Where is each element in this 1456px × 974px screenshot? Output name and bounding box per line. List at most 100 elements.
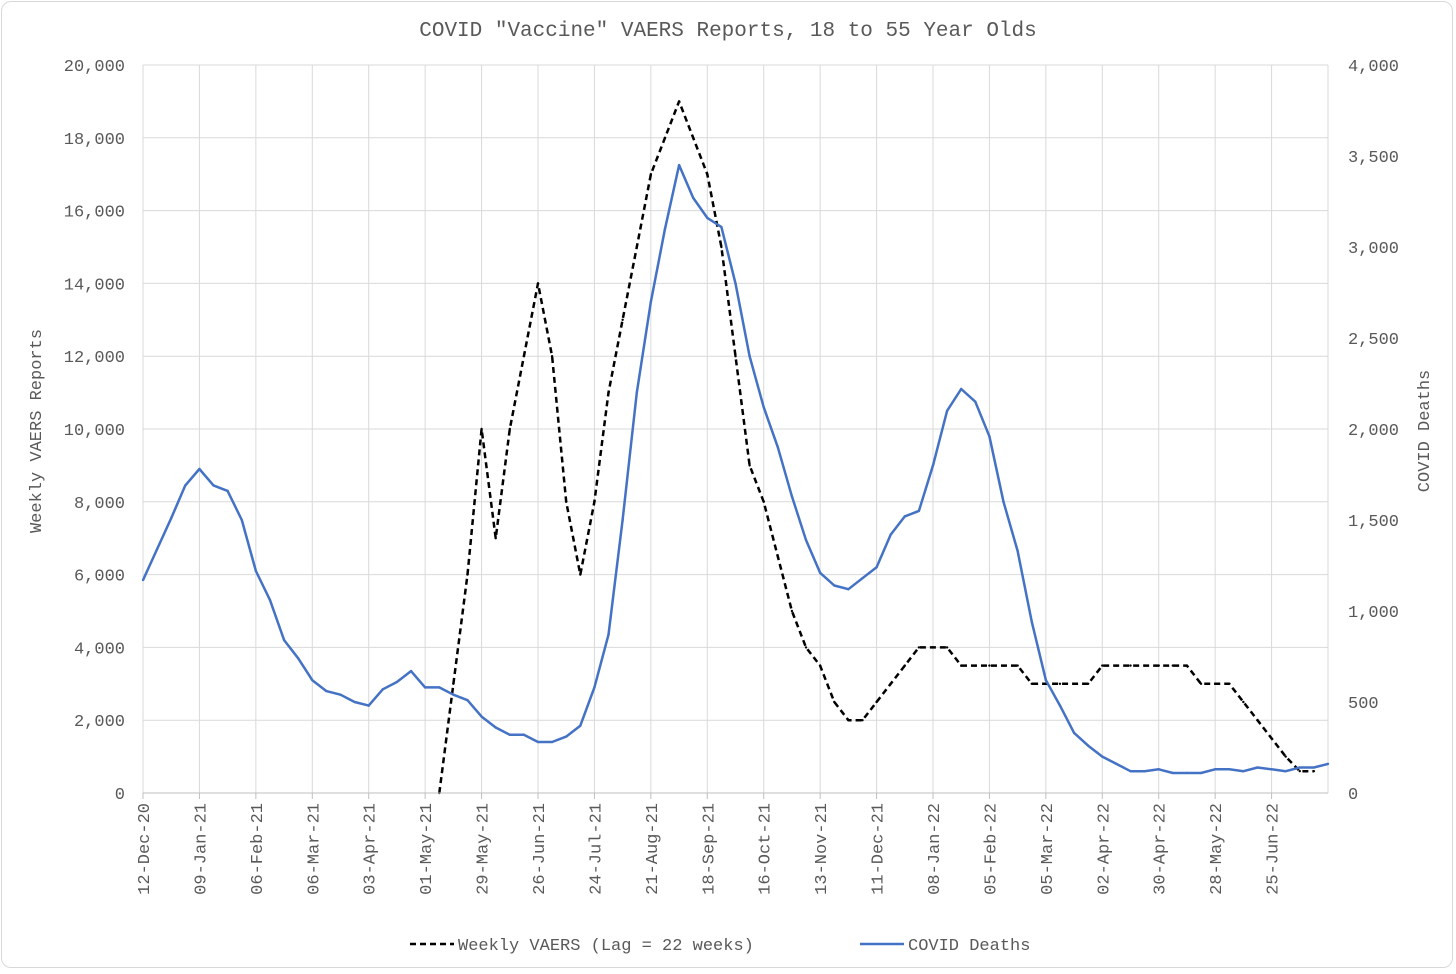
covid-deaths-point [198, 467, 201, 471]
x-tick-label: 16-Oct-21 [757, 803, 776, 895]
x-tick-label: 02-Apr-22 [1095, 803, 1114, 895]
weekly-vaers-point [508, 427, 511, 431]
weekly-vaers-point [1016, 664, 1019, 667]
covid-deaths-point [1326, 762, 1330, 766]
covid-deaths-point [1143, 769, 1146, 773]
weekly-vaers-point [988, 664, 991, 667]
x-tick-label: 24-Jul-21 [587, 803, 606, 895]
covid-deaths-point [268, 598, 272, 602]
weekly-vaers-point [452, 682, 455, 685]
left-tick-label: 14,000 [64, 276, 125, 295]
weekly-vaers-point [1157, 664, 1160, 667]
left-tick-label: 20,000 [64, 58, 125, 77]
covid-deaths-point [1072, 731, 1076, 735]
weekly-vaers-point [1256, 719, 1259, 722]
weekly-vaers-point [917, 646, 921, 649]
x-tick-label: 11-Dec-21 [870, 803, 889, 895]
covid-deaths-point [706, 216, 709, 220]
covid-deaths-point [635, 391, 638, 394]
covid-deaths-point [818, 571, 822, 574]
covid-deaths-point [1256, 766, 1259, 769]
covid-deaths-point [1044, 678, 1048, 682]
x-tick-label: 28-May-22 [1208, 803, 1227, 895]
covid-deaths-point [536, 740, 540, 744]
covid-deaths-point [141, 578, 145, 582]
x-tick-label: 21-Aug-21 [644, 803, 663, 895]
left-tick-label: 16,000 [64, 204, 125, 223]
covid-deaths-point [1312, 766, 1316, 769]
x-tick-label: 09-Jan-21 [192, 803, 211, 895]
weekly-vaers-point [1298, 769, 1301, 773]
right-tick-label: 2,000 [1348, 422, 1399, 441]
x-tick-label: 06-Feb-21 [249, 803, 268, 895]
covid-deaths-point [1171, 771, 1175, 775]
weekly-vaers-point [974, 664, 977, 667]
covid-deaths-point [296, 657, 300, 660]
chart-title: COVID "Vaccine" VAERS Reports, 18 to 55 … [419, 20, 1037, 43]
legend: Weekly VAERS (Lag = 22 weeks) COVID Death… [410, 937, 1030, 956]
x-tick-label: 08-Jan-22 [926, 803, 945, 895]
weekly-vaers-point [931, 646, 935, 649]
weekly-vaers-point [945, 646, 949, 649]
right-tick-label: 3,000 [1348, 240, 1399, 259]
covid-deaths-point [720, 225, 723, 229]
covid-deaths-point [367, 704, 370, 707]
weekly-vaers-line [438, 100, 1314, 794]
weekly-vaers-point [833, 700, 836, 704]
x-tick-label: 06-Mar-21 [305, 803, 324, 895]
legend-label-1: COVID Deaths [908, 937, 1030, 956]
covid-deaths-point [663, 227, 667, 230]
x-tick-label: 13-Nov-21 [813, 803, 832, 895]
gridlines [142, 64, 1329, 794]
covid-deaths-point [1030, 620, 1033, 624]
covid-deaths-point [734, 282, 737, 285]
covid-deaths-point [988, 435, 991, 438]
x-tick-label: 12-Dec-20 [136, 803, 155, 895]
covid-deaths-point [508, 733, 511, 736]
weekly-vaers-point [804, 646, 808, 649]
covid-deaths-point [677, 163, 681, 167]
covid-deaths-point [790, 495, 794, 498]
covid-deaths-point [480, 715, 483, 718]
weekly-vaers-point [1312, 769, 1316, 773]
covid-deaths-point [353, 700, 356, 704]
weekly-vaers-point [1228, 682, 1231, 685]
weekly-vaers-point [607, 391, 610, 394]
covid-deaths-point [847, 587, 850, 591]
weekly-vaers-point [818, 664, 822, 667]
covid-deaths-point [240, 518, 243, 522]
covid-deaths-point [776, 446, 780, 449]
weekly-vaers-point [1072, 682, 1076, 685]
left-tick-label: 10,000 [64, 422, 125, 441]
weekly-vaers-point [691, 136, 695, 139]
covid-deaths-point [833, 584, 836, 587]
right-tick-label: 1,500 [1348, 513, 1399, 532]
covid-deaths-point [917, 509, 921, 513]
covid-deaths-point [579, 724, 582, 727]
x-tick-label: 29-May-21 [475, 803, 494, 895]
weekly-vaers-point [1058, 682, 1062, 685]
covid-deaths-point [691, 196, 695, 200]
covid-deaths-point [1086, 744, 1090, 747]
covid-deaths-point [409, 669, 413, 673]
weekly-vaers-point [734, 355, 737, 358]
covid-deaths-point [1284, 769, 1287, 773]
weekly-vaers-point [550, 355, 554, 358]
covid-deaths-point [762, 405, 765, 409]
covid-deaths-point [155, 547, 159, 551]
covid-deaths-point [1157, 768, 1160, 771]
left-tick-label: 2,000 [74, 713, 125, 732]
right-tick-label: 500 [1348, 695, 1379, 714]
covid-deaths-point [1199, 771, 1203, 775]
weekly-vaers-point [1143, 664, 1146, 667]
right-tick-label: 3,500 [1348, 149, 1399, 168]
covid-deaths-point [311, 678, 314, 682]
weekly-vaers-point [466, 573, 469, 576]
covid-deaths-point [438, 686, 441, 689]
weekly-vaers-point [960, 664, 963, 667]
covid-deaths-point [1270, 768, 1273, 771]
covid-deaths-point [395, 680, 399, 684]
weekly-vaers-point [1242, 700, 1245, 704]
